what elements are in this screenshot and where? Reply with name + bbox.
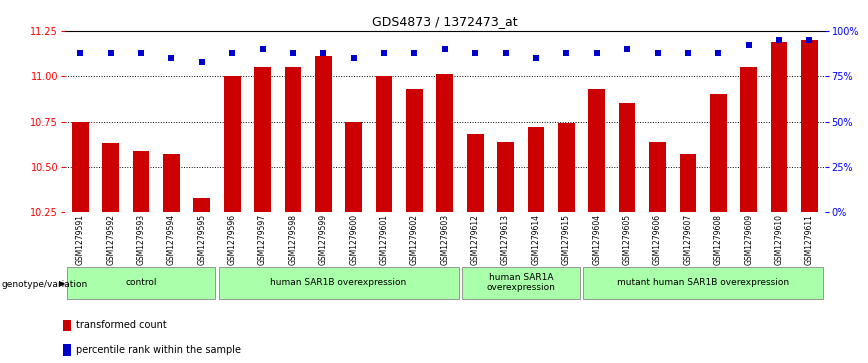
Bar <box>589 89 605 212</box>
Point <box>346 55 360 61</box>
Bar <box>62 344 71 356</box>
Bar <box>62 320 71 331</box>
Bar <box>497 142 514 212</box>
Title: GDS4873 / 1372473_at: GDS4873 / 1372473_at <box>372 15 517 28</box>
FancyBboxPatch shape <box>67 267 215 299</box>
Point <box>194 59 208 65</box>
Bar <box>406 89 423 212</box>
Bar <box>740 67 757 212</box>
Point <box>225 50 239 56</box>
Bar <box>376 76 392 212</box>
Bar <box>133 151 149 212</box>
Point <box>73 50 87 56</box>
Point <box>711 50 725 56</box>
FancyBboxPatch shape <box>583 267 823 299</box>
Point <box>407 50 421 56</box>
Bar <box>315 56 332 212</box>
FancyBboxPatch shape <box>219 267 458 299</box>
Point <box>681 50 694 56</box>
Text: percentile rank within the sample: percentile rank within the sample <box>76 345 240 355</box>
Point <box>559 50 573 56</box>
Point <box>589 50 603 56</box>
Point <box>164 55 179 61</box>
Bar <box>467 134 483 212</box>
Bar <box>619 103 635 212</box>
Point <box>377 50 391 56</box>
Bar <box>649 142 666 212</box>
Point <box>468 50 482 56</box>
Bar <box>771 42 787 212</box>
Bar <box>163 154 180 212</box>
Text: control: control <box>125 278 157 287</box>
Bar <box>710 94 727 212</box>
Bar <box>224 76 240 212</box>
Point <box>529 55 542 61</box>
Point <box>650 50 664 56</box>
Point <box>134 50 148 56</box>
Bar <box>528 127 544 212</box>
Point <box>620 46 634 52</box>
Bar <box>102 143 119 212</box>
Bar <box>437 74 453 212</box>
Bar <box>194 198 210 212</box>
Point <box>498 50 512 56</box>
Text: human SAR1B overexpression: human SAR1B overexpression <box>271 278 406 287</box>
Point <box>772 37 786 43</box>
Bar <box>254 67 271 212</box>
Text: ▶: ▶ <box>59 280 65 288</box>
Bar <box>680 154 696 212</box>
Point <box>802 37 816 43</box>
Point <box>255 46 269 52</box>
Bar <box>558 123 575 212</box>
Bar <box>285 67 301 212</box>
Bar <box>801 40 818 212</box>
Bar <box>345 122 362 212</box>
Point <box>741 42 755 48</box>
Point <box>286 50 299 56</box>
FancyBboxPatch shape <box>462 267 580 299</box>
Point <box>316 50 330 56</box>
Bar <box>72 122 89 212</box>
Text: transformed count: transformed count <box>76 321 167 330</box>
Point <box>437 46 451 52</box>
Point <box>103 50 117 56</box>
Text: human SAR1A
overexpression: human SAR1A overexpression <box>486 273 556 292</box>
Text: genotype/variation: genotype/variation <box>2 281 88 289</box>
Text: mutant human SAR1B overexpression: mutant human SAR1B overexpression <box>617 278 789 287</box>
